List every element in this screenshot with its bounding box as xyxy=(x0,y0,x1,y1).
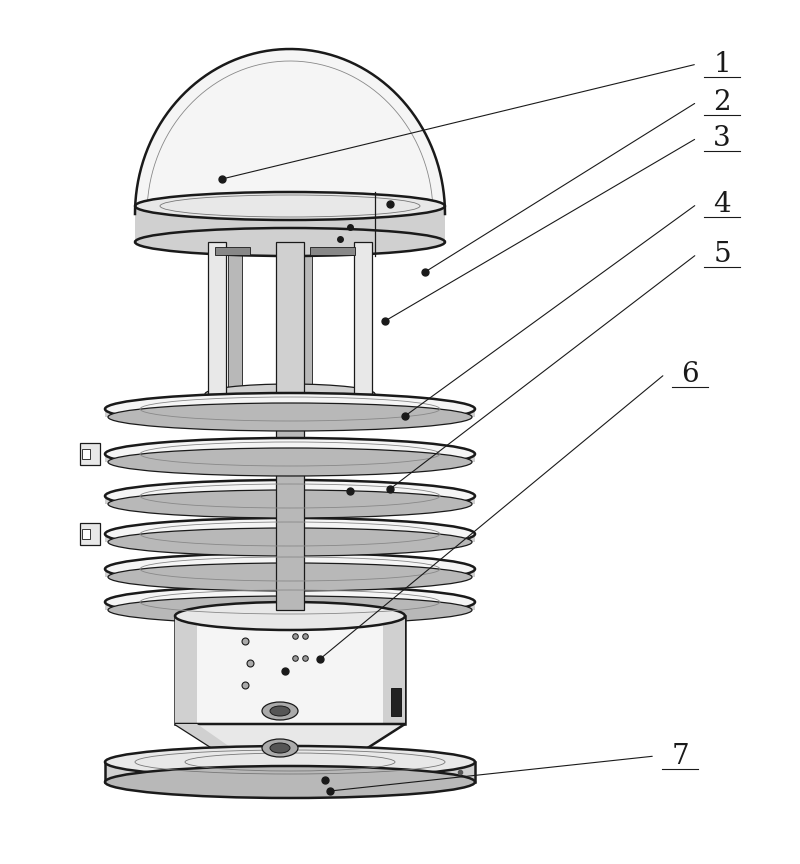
Polygon shape xyxy=(383,616,405,724)
Ellipse shape xyxy=(105,518,475,550)
Text: 2: 2 xyxy=(713,88,731,116)
Ellipse shape xyxy=(270,706,290,716)
Ellipse shape xyxy=(270,743,290,753)
Polygon shape xyxy=(135,206,445,242)
Ellipse shape xyxy=(108,490,472,518)
Text: 7: 7 xyxy=(671,742,689,770)
Polygon shape xyxy=(105,409,475,417)
Text: 4: 4 xyxy=(713,190,731,218)
Polygon shape xyxy=(105,496,475,504)
Ellipse shape xyxy=(135,192,445,220)
Ellipse shape xyxy=(262,739,298,757)
Polygon shape xyxy=(105,602,475,610)
Ellipse shape xyxy=(135,228,445,256)
Polygon shape xyxy=(105,762,475,782)
Bar xyxy=(82,449,90,459)
Ellipse shape xyxy=(108,528,472,556)
Ellipse shape xyxy=(262,702,298,720)
Text: 1: 1 xyxy=(713,50,731,78)
Bar xyxy=(82,529,90,539)
Ellipse shape xyxy=(108,563,472,591)
Bar xyxy=(276,409,304,610)
Ellipse shape xyxy=(105,393,475,425)
Polygon shape xyxy=(80,443,100,465)
Ellipse shape xyxy=(105,766,475,798)
Ellipse shape xyxy=(108,596,472,624)
Polygon shape xyxy=(175,724,243,756)
Bar xyxy=(298,252,312,394)
Bar xyxy=(228,252,242,394)
Ellipse shape xyxy=(205,384,375,404)
Ellipse shape xyxy=(108,448,472,476)
Polygon shape xyxy=(175,724,405,756)
Ellipse shape xyxy=(105,480,475,512)
Bar xyxy=(354,242,372,394)
Polygon shape xyxy=(105,569,475,577)
Polygon shape xyxy=(205,394,375,412)
Polygon shape xyxy=(105,534,475,542)
Polygon shape xyxy=(175,616,405,724)
Bar xyxy=(208,242,226,394)
Ellipse shape xyxy=(205,402,375,422)
Polygon shape xyxy=(80,523,100,545)
Text: 6: 6 xyxy=(681,360,699,387)
Bar xyxy=(276,242,304,414)
Ellipse shape xyxy=(105,746,475,778)
Ellipse shape xyxy=(105,586,475,618)
Ellipse shape xyxy=(175,602,405,630)
Polygon shape xyxy=(310,247,355,255)
Ellipse shape xyxy=(105,553,475,585)
Polygon shape xyxy=(215,247,250,255)
Ellipse shape xyxy=(105,438,475,470)
Polygon shape xyxy=(105,454,475,462)
Bar xyxy=(391,688,401,716)
Ellipse shape xyxy=(108,403,472,431)
Text: 3: 3 xyxy=(713,124,731,151)
Polygon shape xyxy=(175,616,197,724)
Polygon shape xyxy=(135,49,445,214)
Text: 5: 5 xyxy=(713,240,731,268)
